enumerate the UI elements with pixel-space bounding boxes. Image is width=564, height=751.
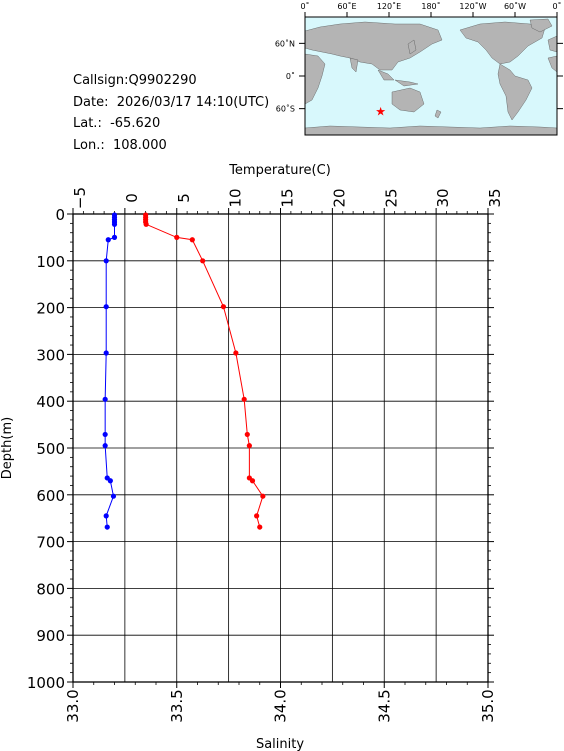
temperature-tick-label: −5 (71, 187, 89, 209)
temperature-tick-label: 10 (227, 188, 245, 207)
salinity-tick-label: 34.5 (375, 689, 393, 722)
salinity-point (102, 396, 108, 402)
temperature-point (174, 234, 180, 240)
map-latitude-labels: 60˚N 0˚ 60˚S (275, 38, 563, 114)
data-series (102, 212, 266, 530)
map-lon-label: 60˚W (504, 1, 526, 11)
date-text: Date: 2026/03/17 14:10(UTC) (73, 94, 270, 110)
temperature-tick-label: 5 (175, 193, 193, 203)
salinity-tick-labels: 33.0 33.5 34.0 34.5 35.0 (64, 689, 497, 722)
map-lon-label: 0˚ (300, 1, 309, 11)
temperature-point (143, 221, 149, 227)
salinity-point (104, 524, 110, 530)
map-lon-label: 180˚ (421, 1, 440, 11)
location-map: 0˚ 60˚E 120˚E 180˚ 120˚W 60˚W 0˚ 60˚N 0˚ 60˚S ★ (275, 1, 563, 136)
map-lat-label: 60˚S (276, 104, 295, 114)
temperature-tick-label: 15 (279, 188, 297, 207)
salinity-point (102, 443, 108, 449)
salinity-point (103, 304, 109, 310)
salinity-tick-label: 35.0 (479, 689, 497, 722)
temperature-axis-title: Temperature(C) (228, 163, 331, 178)
depth-tick-label: 600 (36, 487, 65, 505)
salinity-tick-label: 34.0 (272, 689, 290, 722)
depth-tick-label: 500 (36, 440, 65, 458)
temperature-tick-labels: −5 0 5 10 15 20 25 30 35 (71, 187, 504, 209)
salinity-point (103, 513, 109, 519)
station-info: Callsign:Q9902290 Date: 2026/03/17 14:10… (73, 70, 269, 156)
temperature-point (244, 431, 250, 438)
depth-tick-label: 900 (36, 627, 65, 645)
temperature-point (246, 443, 252, 449)
depth-tick-label: 1000 (27, 674, 65, 692)
depth-tick-label: 0 (55, 206, 65, 224)
depth-tick-label: 300 (36, 346, 65, 364)
temperature-point (241, 396, 247, 402)
depth-tick-label: 100 (36, 253, 65, 271)
chart-grid (67, 208, 494, 688)
temperature-point (260, 493, 266, 499)
map-lat-label: 0˚ (286, 71, 295, 81)
salinity-tick-label: 33.5 (168, 689, 186, 722)
salinity-point (105, 237, 111, 243)
map-longitude-labels: 0˚ 60˚E 120˚E 180˚ 120˚W 60˚W 0˚ (300, 1, 562, 17)
temperature-tick-label: 30 (434, 188, 452, 207)
temperature-tick-label: 35 (486, 188, 504, 207)
depth-axis-title: Depth(m) (0, 417, 15, 479)
temperature-point (254, 513, 260, 519)
salinity-point (102, 431, 108, 438)
longitude-text: Lon.: 108.000 (73, 137, 167, 153)
temperature-point (249, 478, 256, 484)
map-lon-label: 60˚E (337, 1, 356, 11)
salinity-point (111, 234, 118, 240)
depth-tick-label: 200 (36, 300, 65, 318)
temperature-point (257, 524, 263, 530)
salinity-axis-title: Salinity (256, 737, 304, 751)
temperature-point (220, 304, 227, 310)
salinity-point (103, 258, 109, 264)
depth-tick-label: 800 (36, 580, 65, 598)
salinity-point (107, 478, 113, 484)
callsign-text: Callsign:Q9902290 (73, 73, 197, 88)
map-lon-label: 120˚W (459, 1, 486, 11)
salinity-tick-label: 33.0 (64, 689, 82, 722)
plot-frame (72, 213, 489, 683)
temperature-point (200, 258, 206, 264)
latitude-text: Lat.: -65.620 (73, 116, 161, 131)
depth-tick-labels: 0 100 200 300 400 500 600 700 800 900 1000 (27, 206, 65, 692)
map-lon-label: 120˚E (377, 1, 401, 11)
salinity-point (110, 493, 117, 499)
temperature-tick-label: 25 (382, 188, 400, 207)
map-lon-label: 0˚ (552, 1, 561, 11)
temperature-point (233, 350, 239, 356)
salinity-point (103, 350, 109, 356)
map-lat-label: 60˚N (275, 38, 295, 48)
temperature-tick-label: 0 (123, 193, 141, 203)
depth-tick-label: 400 (36, 393, 65, 411)
salinity-point (111, 221, 118, 227)
temperature-tick-label: 20 (330, 188, 348, 207)
depth-tick-label: 700 (36, 534, 65, 552)
map-land (304, 18, 558, 136)
station-marker: ★ (375, 105, 386, 119)
temperature-point (189, 237, 195, 243)
